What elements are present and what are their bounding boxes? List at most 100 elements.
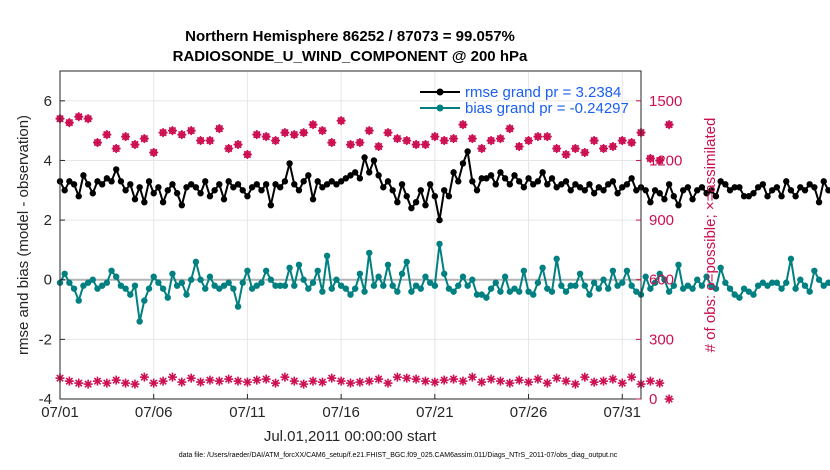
y-right-tick-label: 600 — [649, 272, 674, 289]
bias-point — [108, 267, 115, 274]
assimilated-marker-stroke — [318, 378, 327, 386]
assimilated-marker — [599, 376, 609, 386]
possible-marker-ring — [515, 142, 523, 151]
assimilated-marker — [336, 376, 346, 386]
possible-marker — [542, 132, 552, 142]
possible-marker — [186, 126, 196, 136]
plot-frame — [59, 70, 642, 400]
bias-point — [272, 282, 279, 289]
possible-marker — [74, 112, 84, 122]
rmse-point — [403, 193, 410, 200]
assimilated-marker — [533, 374, 543, 384]
possible-marker-ring — [487, 136, 495, 145]
bias-point — [586, 291, 593, 298]
assimilated-marker — [186, 373, 196, 383]
axis-ticks: 07/01 07/06 07/11 07/16 07/21 07/26 07/31 -4 -2 0… — [39, 93, 683, 421]
rmse-point — [605, 181, 612, 188]
assimilated-marker-stroke — [609, 375, 617, 383]
bias-point — [370, 282, 378, 289]
bias-point — [253, 282, 260, 289]
bias-point — [426, 279, 434, 286]
possible-marker-ring — [496, 134, 505, 143]
possible-marker — [289, 130, 299, 140]
bias-point — [342, 285, 350, 292]
bias-point — [792, 285, 799, 292]
assimilated-marker — [149, 378, 159, 388]
bias-point — [394, 288, 401, 295]
bias-point — [787, 255, 795, 263]
rmse-point — [183, 184, 190, 191]
bias-point — [455, 282, 462, 289]
rmse-point — [647, 199, 654, 206]
bias-point — [155, 279, 162, 286]
assimilated-marker — [158, 376, 168, 386]
bias-point — [103, 279, 111, 286]
rmse-point — [567, 187, 574, 194]
bias-point — [815, 276, 823, 283]
bias-point — [759, 279, 767, 286]
rmse-point — [61, 187, 68, 194]
rmse-point — [394, 199, 401, 206]
possible-marker-ring — [290, 130, 298, 139]
possible-marker — [299, 128, 309, 138]
assimilated-marker-stroke — [393, 373, 402, 381]
bias-point — [590, 279, 598, 286]
x-tick-label: 07/11 — [229, 404, 265, 421]
rmse-point — [623, 181, 631, 188]
y-tick-label: 4 — [44, 152, 52, 169]
assimilated-marker — [542, 378, 552, 388]
possible-marker-ring — [618, 136, 626, 145]
assimilated-marker — [74, 378, 84, 388]
bias-point — [220, 282, 228, 289]
rmse-point — [356, 175, 364, 182]
rmse-point — [445, 193, 453, 200]
rmse-point — [244, 193, 251, 200]
assimilated-marker — [299, 379, 309, 389]
rmse-point — [539, 169, 546, 176]
rmse-point — [520, 184, 528, 191]
assimilated-marker — [177, 377, 187, 387]
bias-point — [768, 279, 776, 286]
bias-point — [441, 270, 448, 277]
bias-point — [708, 282, 715, 289]
rmse-point — [150, 190, 157, 197]
possible-marker-ring — [243, 150, 252, 159]
rmse-point — [497, 169, 504, 176]
possible-marker-ring — [234, 140, 242, 149]
possible-marker — [233, 140, 243, 150]
bias-point — [98, 282, 106, 289]
assimilated-marker — [139, 372, 149, 382]
bias-point — [450, 288, 457, 295]
rmse-point — [277, 184, 284, 191]
bias-point — [136, 318, 143, 325]
bias-point — [84, 279, 92, 286]
rmse-point — [572, 181, 579, 188]
possible-marker-ring — [262, 132, 270, 141]
possible-marker-ring — [543, 132, 551, 141]
rmse-point — [103, 175, 111, 182]
rmse-point — [117, 178, 125, 185]
data-file-footnote: data file: /Users/raeder/DAI/ATM_forcXX/… — [179, 452, 618, 459]
bias-point — [89, 276, 96, 283]
possible-marker-ring — [112, 144, 120, 153]
rmse-point — [309, 196, 317, 203]
bias-point — [192, 258, 200, 266]
bias-point — [825, 279, 830, 286]
rmse-point — [281, 178, 289, 185]
bias-point — [478, 291, 485, 298]
possible-marker — [533, 132, 543, 142]
assimilated-marker-stroke — [178, 378, 186, 386]
bias-point — [286, 264, 293, 271]
assimilated-marker — [196, 377, 206, 387]
rmse-point — [347, 172, 354, 179]
assimilated-marker-stroke — [271, 379, 280, 387]
possible-marker-ring — [337, 117, 345, 125]
assimilated-marker — [121, 378, 131, 388]
y-tick-label: 6 — [44, 93, 52, 110]
possible-marker-ring — [196, 136, 205, 145]
rmse-point — [342, 175, 350, 182]
rmse-point — [220, 196, 228, 203]
bias-point — [567, 282, 574, 289]
rmse-point — [740, 193, 748, 200]
assimilated-marker — [524, 377, 534, 387]
